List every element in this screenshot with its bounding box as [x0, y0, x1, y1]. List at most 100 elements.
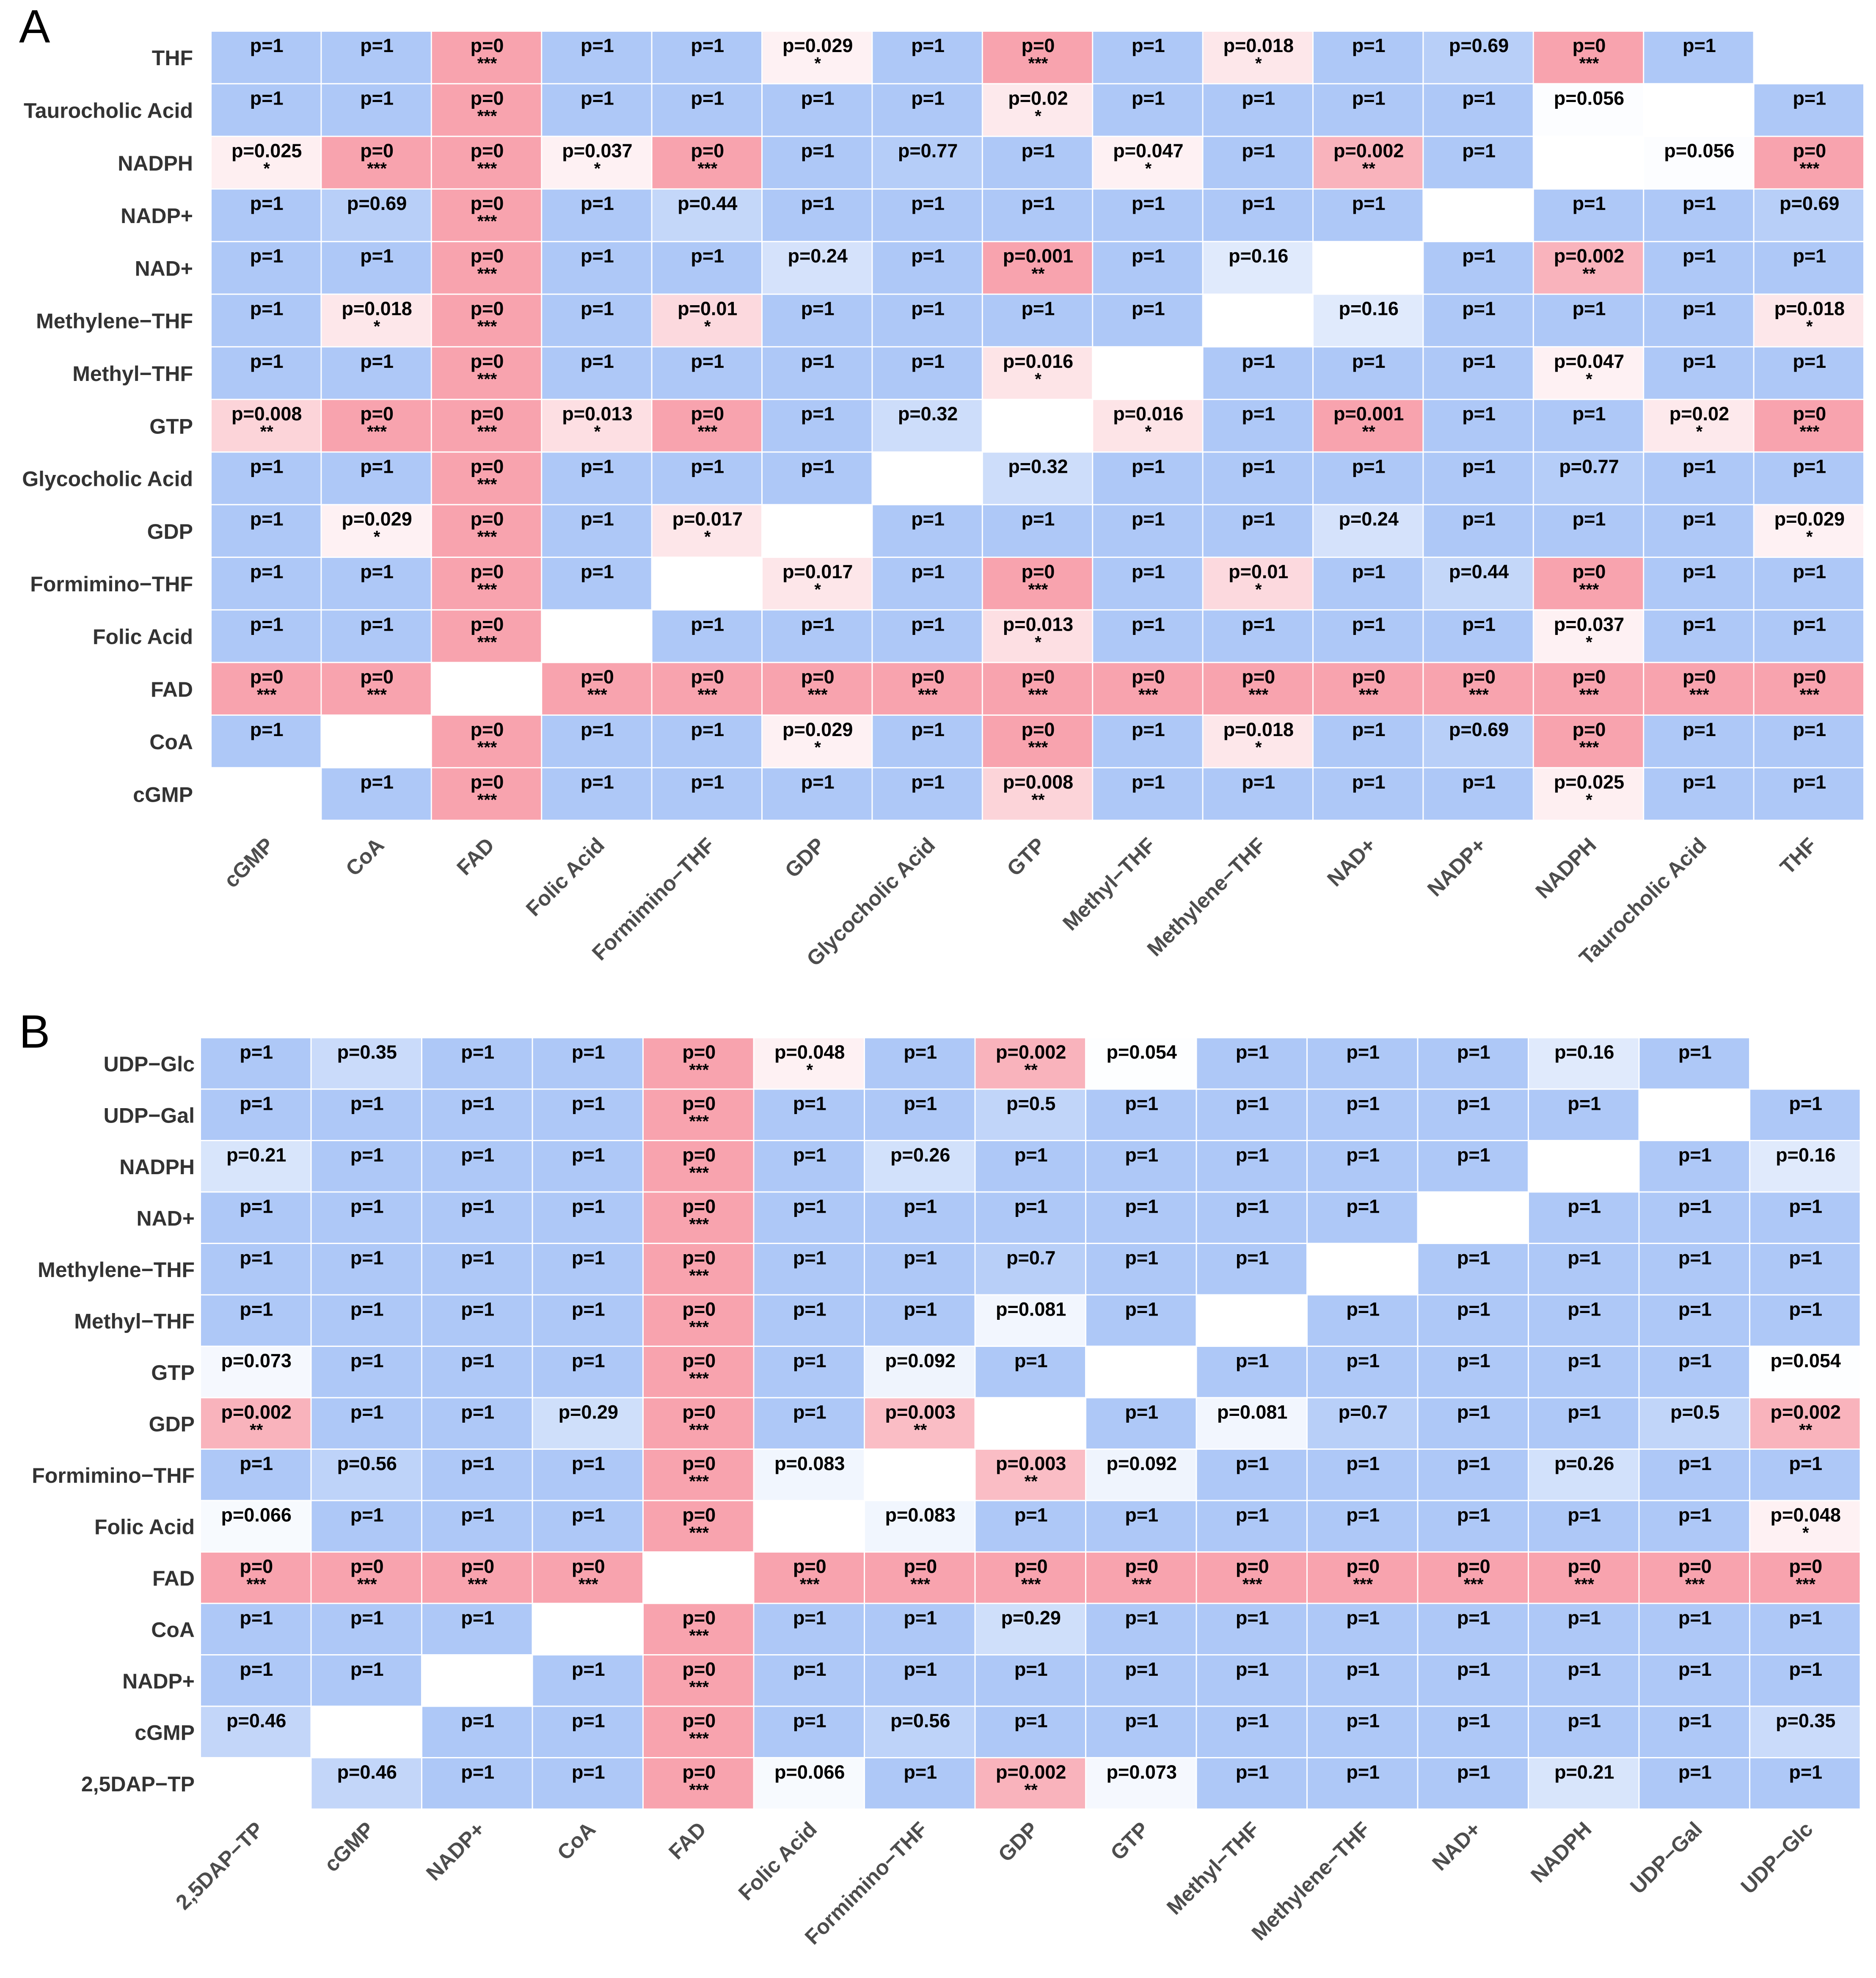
heatmap-cell — [763, 400, 872, 452]
cell-p-value-label: p=1 — [1022, 508, 1055, 530]
heatmap-cell — [322, 242, 431, 294]
cell-p-value-label: p=1 — [1793, 245, 1826, 267]
cell-p-value-label: p=1 — [1242, 771, 1275, 793]
cell-p-value-label: p=1 — [793, 1350, 826, 1371]
cell-p-value-label: p=1 — [801, 140, 835, 162]
heatmap-cell — [1644, 295, 1753, 346]
cell-p-value-label: p=0 — [682, 1453, 716, 1474]
cell-significance-label: *** — [697, 160, 717, 178]
cell-p-value-label: p=1 — [1242, 87, 1275, 109]
row-label: GDP — [147, 520, 193, 543]
cell-significance-label: *** — [689, 1112, 709, 1131]
cell-p-value-label: p=1 — [1242, 613, 1275, 635]
heatmap-cell — [652, 84, 761, 136]
heatmap-cell — [322, 295, 431, 346]
heatmap-cell — [1534, 32, 1643, 83]
cell-p-value-label: p=1 — [1125, 1144, 1158, 1166]
heatmap-cell — [763, 295, 872, 346]
heatmap-cell — [201, 1038, 311, 1089]
column-label: CoA — [553, 1817, 600, 1865]
heatmap-cell — [311, 1347, 421, 1397]
cell-p-value-label: p=1 — [904, 1658, 937, 1680]
cell-p-value-label: p=1 — [1678, 1299, 1712, 1320]
heatmap-cell — [1093, 663, 1202, 715]
cell-p-value-label: p=1 — [1242, 193, 1275, 214]
cell-p-value-label: p=0 — [793, 1556, 826, 1577]
cell-significance-label: *** — [477, 422, 497, 441]
heatmap-cell — [1418, 1707, 1528, 1757]
heatmap-cell — [1754, 452, 1863, 504]
heatmap-cell — [652, 715, 761, 767]
heatmap-cell — [1086, 1090, 1196, 1140]
cell-p-value-label: p=0.003 — [996, 1453, 1066, 1474]
cell-p-value-label: p=1 — [1789, 1299, 1822, 1320]
cell-p-value-label: p=1 — [1352, 350, 1386, 372]
heatmap-cell — [1534, 558, 1643, 610]
heatmap-cell — [1308, 1553, 1417, 1603]
cell-significance-label: *** — [477, 633, 497, 651]
heatmap-cell — [322, 137, 431, 188]
heatmap-cell — [865, 1604, 975, 1654]
cell-p-value-label: p=1 — [801, 771, 835, 793]
row-label: Taurocholic Acid — [24, 99, 193, 122]
heatmap-cell — [1750, 1295, 1860, 1346]
heatmap-cell — [975, 1707, 1085, 1757]
heatmap-cell — [1529, 1398, 1639, 1448]
heatmap-cell — [1639, 1655, 1749, 1706]
cell-p-value-label: p=1 — [572, 1710, 605, 1732]
cell-p-value-label: p=1 — [572, 1504, 605, 1526]
cell-p-value-label: p=1 — [350, 1196, 384, 1217]
heatmap-cell — [1750, 1244, 1860, 1294]
heatmap-cell — [1418, 1244, 1528, 1294]
cell-significance-label: ** — [914, 1421, 927, 1440]
cell-p-value-label: p=0.048 — [1771, 1504, 1841, 1526]
heatmap-cell — [1529, 1553, 1639, 1603]
cell-p-value-label: p=1 — [911, 561, 945, 582]
heatmap-cell — [873, 400, 982, 452]
heatmap-cell — [422, 1347, 532, 1397]
heatmap-cell — [1093, 505, 1202, 557]
cell-p-value-label: p=1 — [793, 1607, 826, 1629]
cell-p-value-label: p=1 — [250, 193, 284, 214]
cell-p-value-label: p=1 — [1789, 1607, 1822, 1629]
cell-significance-label: *** — [689, 1421, 709, 1440]
heatmap-cell — [422, 1244, 532, 1294]
heatmap-cell — [1086, 1553, 1196, 1603]
cell-p-value-label: p=1 — [911, 613, 945, 635]
heatmap-cell — [975, 1758, 1085, 1809]
heatmap-cell — [432, 610, 541, 662]
heatmap-cell — [1754, 663, 1863, 715]
cell-p-value-label: p=0 — [1793, 666, 1826, 688]
cell-significance-label: *** — [477, 738, 497, 757]
heatmap-cell — [1093, 137, 1202, 188]
heatmap-cell — [975, 1295, 1085, 1346]
cell-significance-label: *** — [477, 107, 497, 125]
heatmap-cell — [1644, 768, 1753, 820]
cell-p-value-label: p=1 — [1346, 1299, 1380, 1320]
cell-p-value-label: p=0.073 — [221, 1350, 292, 1371]
heatmap-cell — [1534, 295, 1643, 346]
heatmap-cell — [1750, 1707, 1860, 1757]
column-label: CoA — [341, 833, 388, 880]
cell-significance-label: ** — [1025, 1781, 1038, 1799]
heatmap-cell — [763, 610, 872, 662]
cell-p-value-label: p=0 — [1567, 1556, 1601, 1577]
heatmap-cell — [1086, 1758, 1196, 1809]
heatmap-cell — [1418, 1141, 1528, 1192]
cell-significance-label: ** — [1362, 422, 1376, 441]
cell-p-value-label: p=0 — [471, 193, 504, 214]
row-label: GTP — [149, 414, 193, 438]
heatmap-cell — [763, 189, 872, 241]
cell-p-value-label: p=1 — [793, 1658, 826, 1680]
heatmap-cell — [322, 347, 431, 399]
heatmap-cell — [644, 1707, 753, 1757]
cell-p-value-label: p=0 — [471, 508, 504, 530]
cell-p-value-label: p=0.02 — [1669, 403, 1729, 425]
cell-p-value-label: p=0.029 — [342, 508, 412, 530]
cell-significance-label: * — [1145, 422, 1152, 441]
cell-p-value-label: p=0 — [691, 666, 724, 688]
cell-p-value-label: p=1 — [1125, 1196, 1158, 1217]
heatmap-cell — [201, 1192, 311, 1243]
heatmap-cell — [763, 137, 872, 188]
